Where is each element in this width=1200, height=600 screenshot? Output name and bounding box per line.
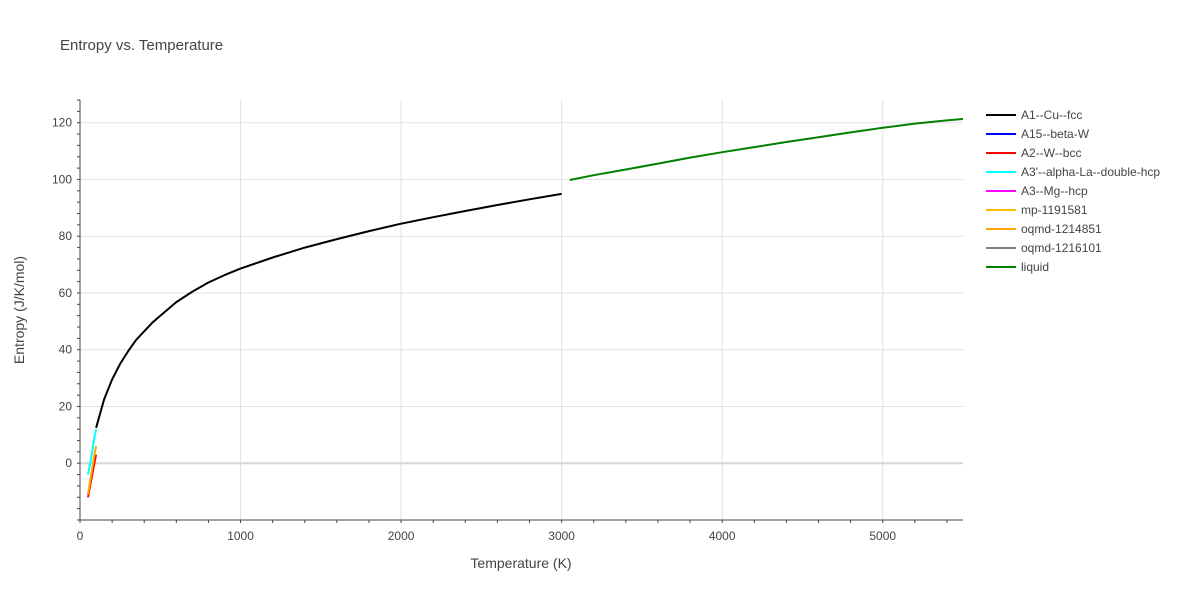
- legend-item[interactable]: liquid: [986, 260, 1049, 274]
- x-tick-label: 1000: [227, 529, 254, 543]
- x-axis-title: Temperature (K): [470, 555, 571, 571]
- legend-label: A3--Mg--hcp: [1021, 184, 1088, 198]
- legend-label: A1--Cu--fcc: [1021, 108, 1082, 122]
- legend-label: oqmd-1214851: [1021, 222, 1102, 236]
- legend-label: A3'--alpha-La--double-hcp: [1021, 165, 1160, 179]
- series-line: [87, 446, 98, 495]
- x-tick-label: 0: [77, 529, 84, 543]
- axis-ticks: 0 1000 2000 3000 4000 5000 0 20 40 60 80 100 120: [52, 99, 948, 543]
- y-tick-label: 20: [59, 399, 73, 413]
- legend-item[interactable]: A2--W--bcc: [986, 146, 1081, 160]
- x-tick-label: 3000: [548, 529, 575, 543]
- series-line: [95, 192, 562, 429]
- y-tick-label: 120: [52, 116, 72, 130]
- y-tick-label: 60: [59, 286, 73, 300]
- y-tick-label: 40: [59, 343, 73, 357]
- legend-item[interactable]: A3'--alpha-La--double-hcp: [986, 165, 1160, 179]
- legend-label: A15--beta-W: [1021, 127, 1090, 141]
- legend-label: oqmd-1216101: [1021, 241, 1102, 255]
- legend-item[interactable]: oqmd-1214851: [986, 222, 1102, 236]
- legend-item[interactable]: A15--beta-W: [986, 127, 1090, 141]
- legend-item[interactable]: oqmd-1216101: [986, 241, 1102, 255]
- legend-label: mp-1191581: [1021, 203, 1088, 217]
- y-axis-title: Entropy (J/K/mol): [11, 256, 27, 364]
- legend-label: A2--W--bcc: [1021, 146, 1081, 160]
- y-tick-label: 80: [59, 229, 73, 243]
- legend-item[interactable]: mp-1191581: [986, 203, 1088, 217]
- legend-item[interactable]: A1--Cu--fcc: [986, 108, 1082, 122]
- y-tick-label: 0: [65, 456, 72, 470]
- series-line: [87, 429, 98, 475]
- x-tick-label: 5000: [869, 529, 896, 543]
- x-tick-label: 4000: [709, 529, 736, 543]
- legend-label: liquid: [1021, 260, 1049, 274]
- x-tick-label: 2000: [388, 529, 415, 543]
- chart-title: Entropy vs. Temperature: [60, 37, 223, 54]
- y-tick-label: 100: [52, 172, 72, 186]
- legend-item[interactable]: A3--Mg--hcp: [986, 184, 1088, 198]
- plot-area: [79, 100, 964, 521]
- series-line: [569, 118, 964, 181]
- legend[interactable]: A1--Cu--fcc A15--beta-W A2--W--bcc A3'--alp…: [986, 108, 1160, 274]
